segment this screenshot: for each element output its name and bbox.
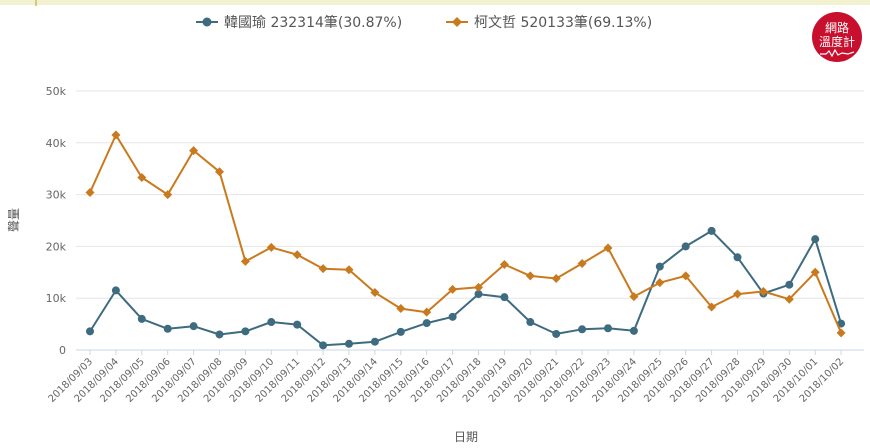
series-0-point: [319, 341, 328, 350]
series-1-point: [344, 265, 354, 275]
series-0-point: [448, 312, 457, 321]
series-1-point: [836, 328, 846, 338]
series-0-point: [500, 293, 509, 302]
legend-circle-marker-icon: [196, 17, 218, 27]
series-1-point: [240, 256, 250, 266]
series-0-point: [293, 320, 302, 329]
series-0-point: [681, 242, 690, 251]
series-1-point: [111, 130, 121, 140]
series-1-point: [189, 146, 199, 156]
heartbeat-wave-icon: [820, 49, 854, 57]
series-0-point: [707, 226, 716, 235]
x-axis-title: 日期: [454, 430, 478, 444]
series-0-point: [655, 262, 664, 271]
series-1-point: [810, 267, 820, 277]
series-1-point: [551, 274, 561, 284]
series-1-point: [448, 284, 458, 294]
series-1-point: [525, 271, 535, 281]
series-0-point: [370, 337, 379, 346]
series-0-point: [629, 326, 638, 335]
series-1-point: [603, 243, 613, 253]
y-axis-title: 聲量: [6, 208, 21, 232]
series-1-point: [266, 242, 276, 252]
top-accent-divider: [35, 0, 37, 6]
series-1-point: [422, 307, 432, 317]
y-tick-label: 10k: [46, 292, 67, 305]
series-0-point: [189, 322, 198, 331]
series-0-point: [215, 330, 224, 339]
series-0-point: [86, 327, 94, 336]
y-tick-label: 30k: [46, 189, 67, 202]
series-0-point: [474, 290, 483, 299]
y-tick-label: 0: [59, 344, 66, 357]
brand-logo: 網路 溫度計: [812, 12, 862, 62]
series-1-point: [85, 188, 95, 198]
series-1-point: [784, 294, 794, 304]
series-0-point: [837, 319, 846, 328]
top-accent-bar-left: [0, 0, 35, 5]
legend-diamond-marker-icon: [446, 17, 468, 27]
series-0-point: [111, 286, 120, 295]
series-1-point: [215, 167, 224, 177]
series-0-point: [422, 319, 431, 328]
legend-item-han[interactable]: 韓國瑜 232314筆(30.87%): [196, 11, 402, 33]
series-0-point: [163, 324, 172, 333]
series-0-point: [526, 318, 535, 327]
brand-logo-line1: 網路: [824, 21, 849, 35]
series-0-point: [811, 235, 820, 244]
y-tick-label: 50k: [46, 85, 67, 98]
legend-label-ko: 柯文哲 520133筆(69.13%): [474, 15, 653, 31]
chart-legend: 韓國瑜 232314筆(30.87%) 柯文哲 520133筆(69.13%): [0, 11, 870, 33]
series-0-point: [241, 327, 250, 336]
series-1-point: [474, 282, 483, 292]
series-1-point: [629, 292, 639, 302]
series-1-point: [318, 264, 328, 274]
series-line-1: [89, 134, 843, 334]
series-1-point: [758, 286, 768, 296]
top-accent-bar: [0, 0, 870, 6]
series-0-point: [785, 280, 794, 289]
series-0-point: [267, 318, 276, 327]
series-1-point: [707, 302, 717, 312]
series-line-0: [89, 229, 843, 347]
series-1-point: [499, 260, 509, 270]
series-1-point: [137, 173, 147, 183]
series-1-point: [163, 190, 173, 200]
series-0-point: [396, 327, 405, 336]
series-0-point: [733, 253, 742, 262]
legend-item-ko[interactable]: 柯文哲 520133筆(69.13%): [446, 11, 652, 33]
legend-label-han: 韓國瑜 232314筆(30.87%): [224, 15, 403, 31]
y-tick-label: 40k: [46, 137, 67, 150]
series-1-point: [396, 304, 406, 314]
series-1-point: [292, 250, 302, 260]
series-0-point: [604, 324, 612, 333]
series-0-point: [552, 329, 561, 338]
top-accent-bar-right: [37, 0, 870, 5]
brand-logo-line2: 溫度計: [818, 35, 855, 49]
series-1-point: [733, 289, 742, 299]
series-0-point: [137, 314, 146, 323]
series-1-point: [655, 278, 665, 288]
series-0-point: [345, 339, 353, 348]
series-1-point: [577, 258, 587, 268]
series-1-point: [370, 288, 380, 298]
series-1-point: [681, 271, 691, 281]
series-0-point: [578, 325, 587, 334]
y-tick-label: 20k: [46, 240, 67, 253]
